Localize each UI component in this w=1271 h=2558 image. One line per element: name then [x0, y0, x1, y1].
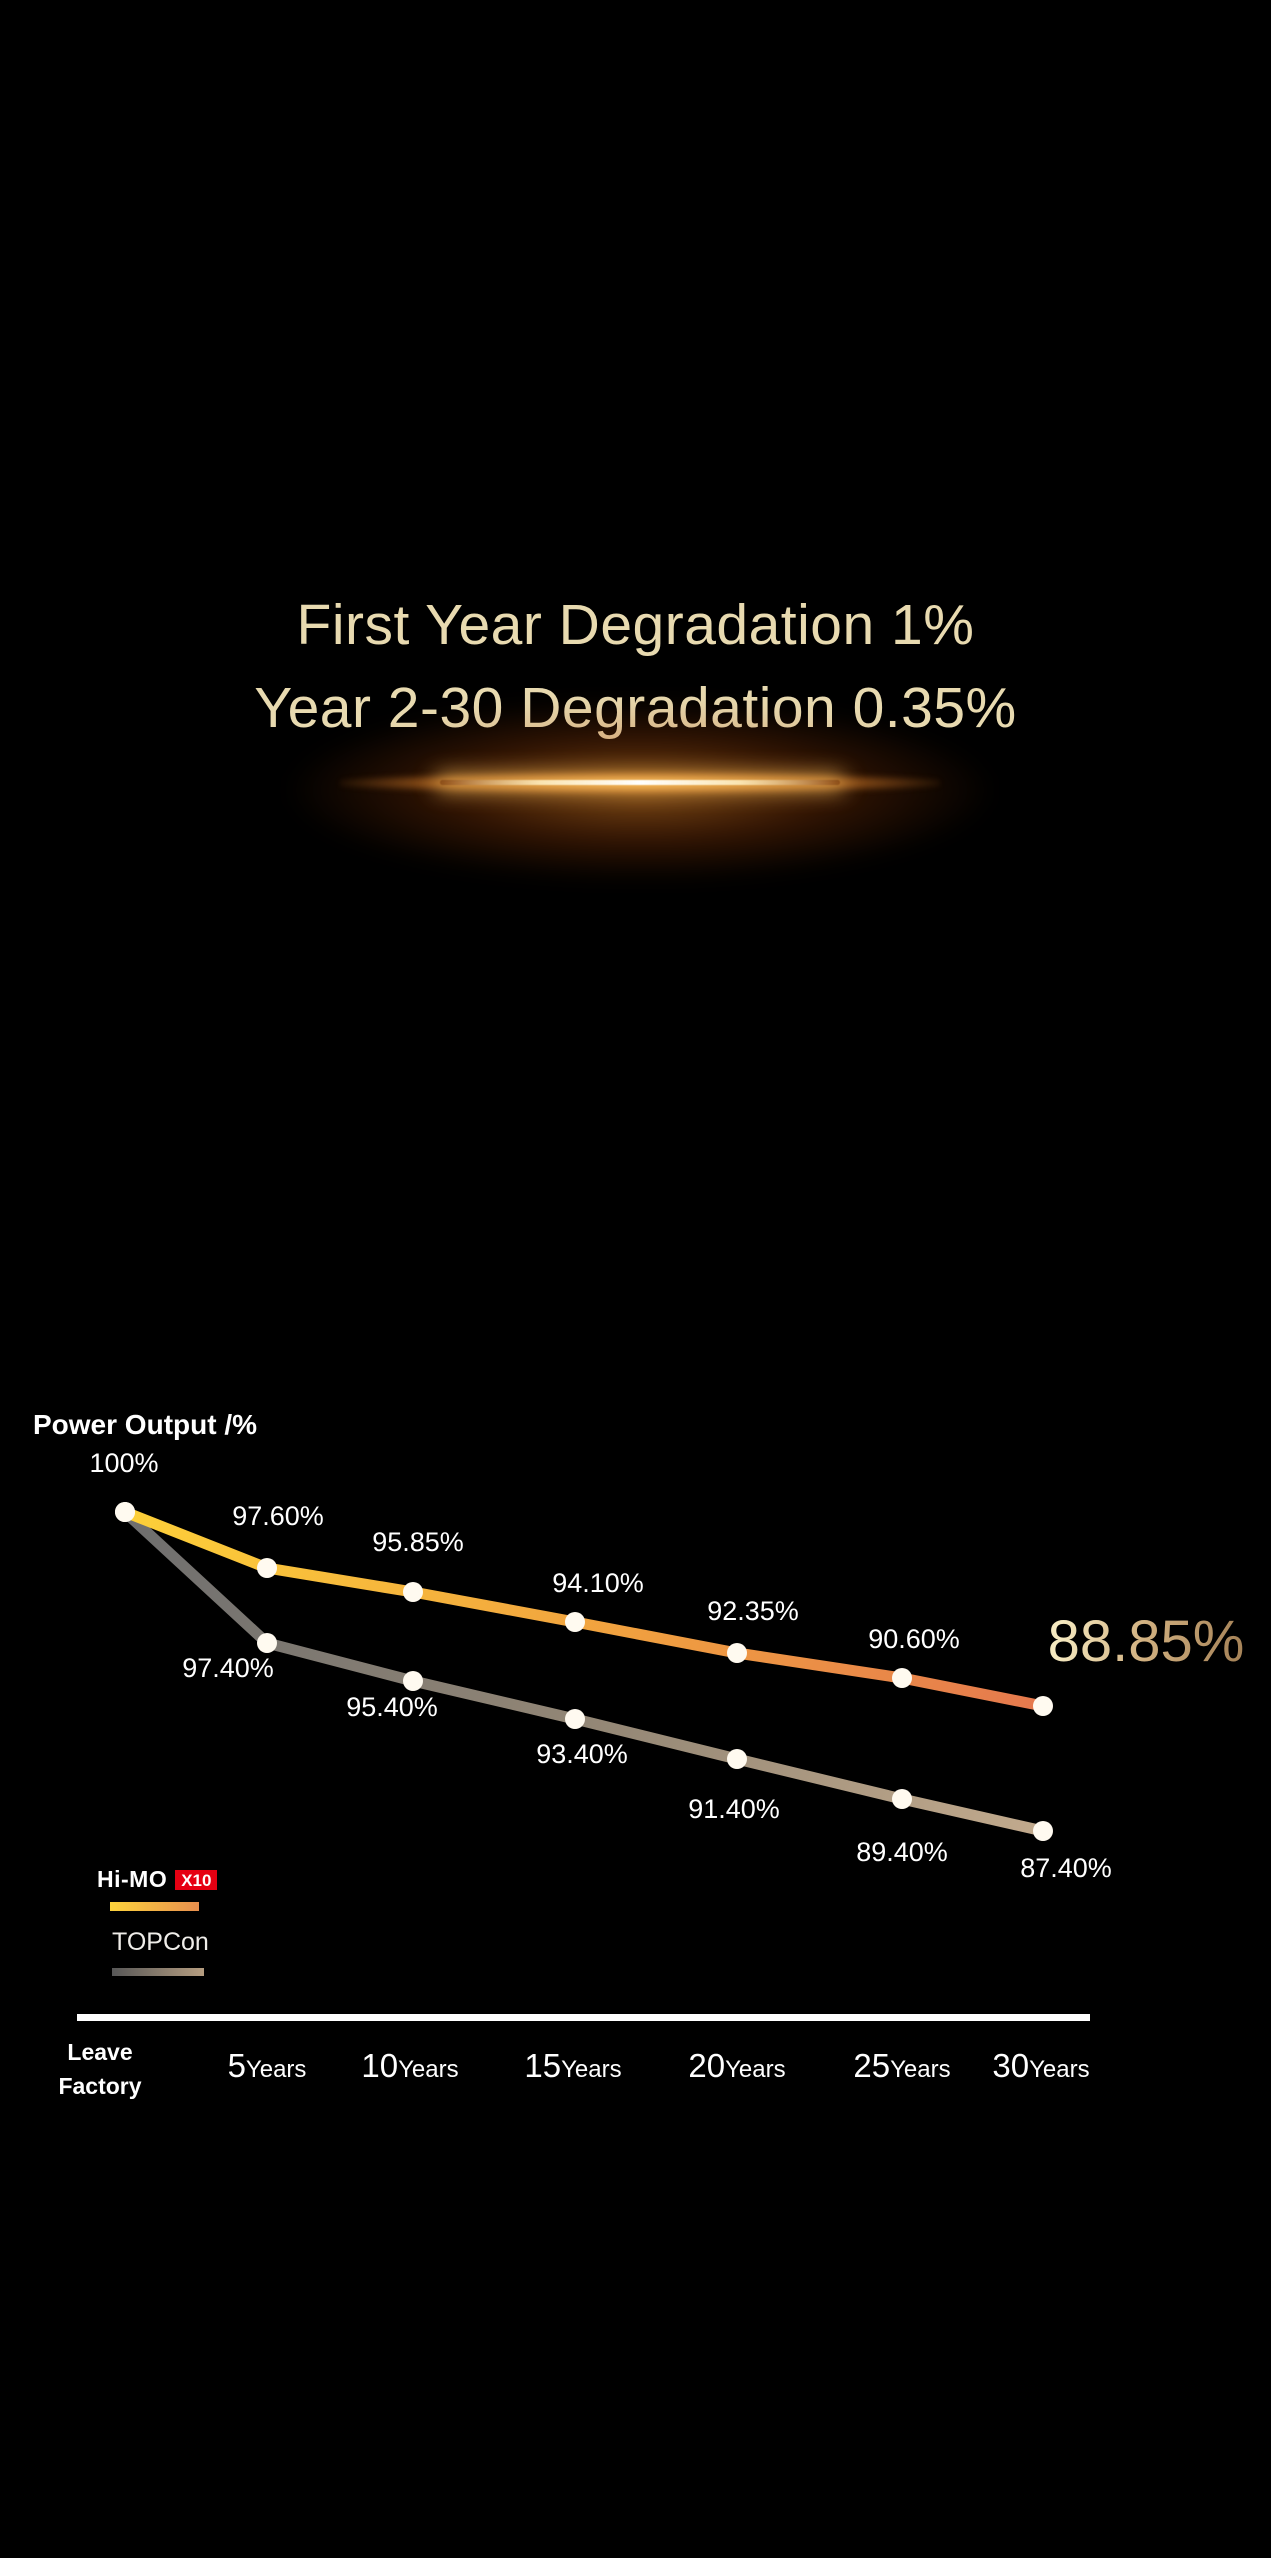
data-point [892, 1789, 912, 1809]
x-tick-label-5-years: 5Years [228, 2047, 307, 2084]
data-point [403, 1582, 423, 1602]
legend-item-hi-mo-x10: Hi-MO X10 [97, 1866, 218, 1893]
y-axis-label: Power Output /% [33, 1409, 257, 1440]
value-label: 90.60% [868, 1624, 960, 1654]
value-label: 89.40% [856, 1837, 948, 1867]
legend-x10-badge: X10 [175, 1869, 218, 1890]
value-label: 95.40% [346, 1692, 438, 1722]
legend-swatch-topcon [112, 1968, 204, 1976]
value-label: 97.60% [232, 1501, 324, 1531]
data-point [565, 1612, 585, 1632]
value-label: 92.35% [707, 1596, 799, 1626]
x-tick-label-15-years: 15Years [524, 2047, 621, 2084]
value-label: 100% [89, 1448, 158, 1478]
x-tick-label-leave-factory: Leave [67, 2039, 132, 2065]
value-label: 87.40% [1020, 1853, 1112, 1883]
x-tick-label-leave-factory: Factory [58, 2073, 141, 2099]
x-tick-label-25-years: 25Years [853, 2047, 950, 2084]
legend-swatch-hi-mo [110, 1902, 199, 1911]
data-point [1033, 1821, 1053, 1841]
value-label: 97.40% [182, 1653, 274, 1683]
data-point [403, 1671, 423, 1691]
data-point [892, 1668, 912, 1688]
x-tick-label-20-years: 20Years [688, 2047, 785, 2084]
data-point [1033, 1696, 1053, 1716]
title-line-1: First Year Degradation 1% [296, 593, 975, 657]
x-tick-label-10-years: 10Years [361, 2047, 458, 2084]
value-label: 91.40% [688, 1794, 780, 1824]
data-point [565, 1709, 585, 1729]
data-point [727, 1749, 747, 1769]
data-point [115, 1502, 135, 1522]
legend-item-topcon: TOPCon [112, 1928, 209, 1956]
data-point [257, 1558, 277, 1578]
legend-brand-label: Hi-MO [97, 1866, 168, 1892]
x-tick-label-30-years: 30Years [992, 2047, 1089, 2084]
x-axis-line [77, 2014, 1090, 2021]
value-label: 95.85% [372, 1527, 464, 1557]
value-label: 94.10% [552, 1568, 644, 1598]
value-label: 93.40% [536, 1739, 628, 1769]
highlight-value-label: 88.85% [1048, 1609, 1245, 1674]
data-point [257, 1633, 277, 1653]
data-point [727, 1643, 747, 1663]
lens-flare-core [440, 780, 840, 785]
